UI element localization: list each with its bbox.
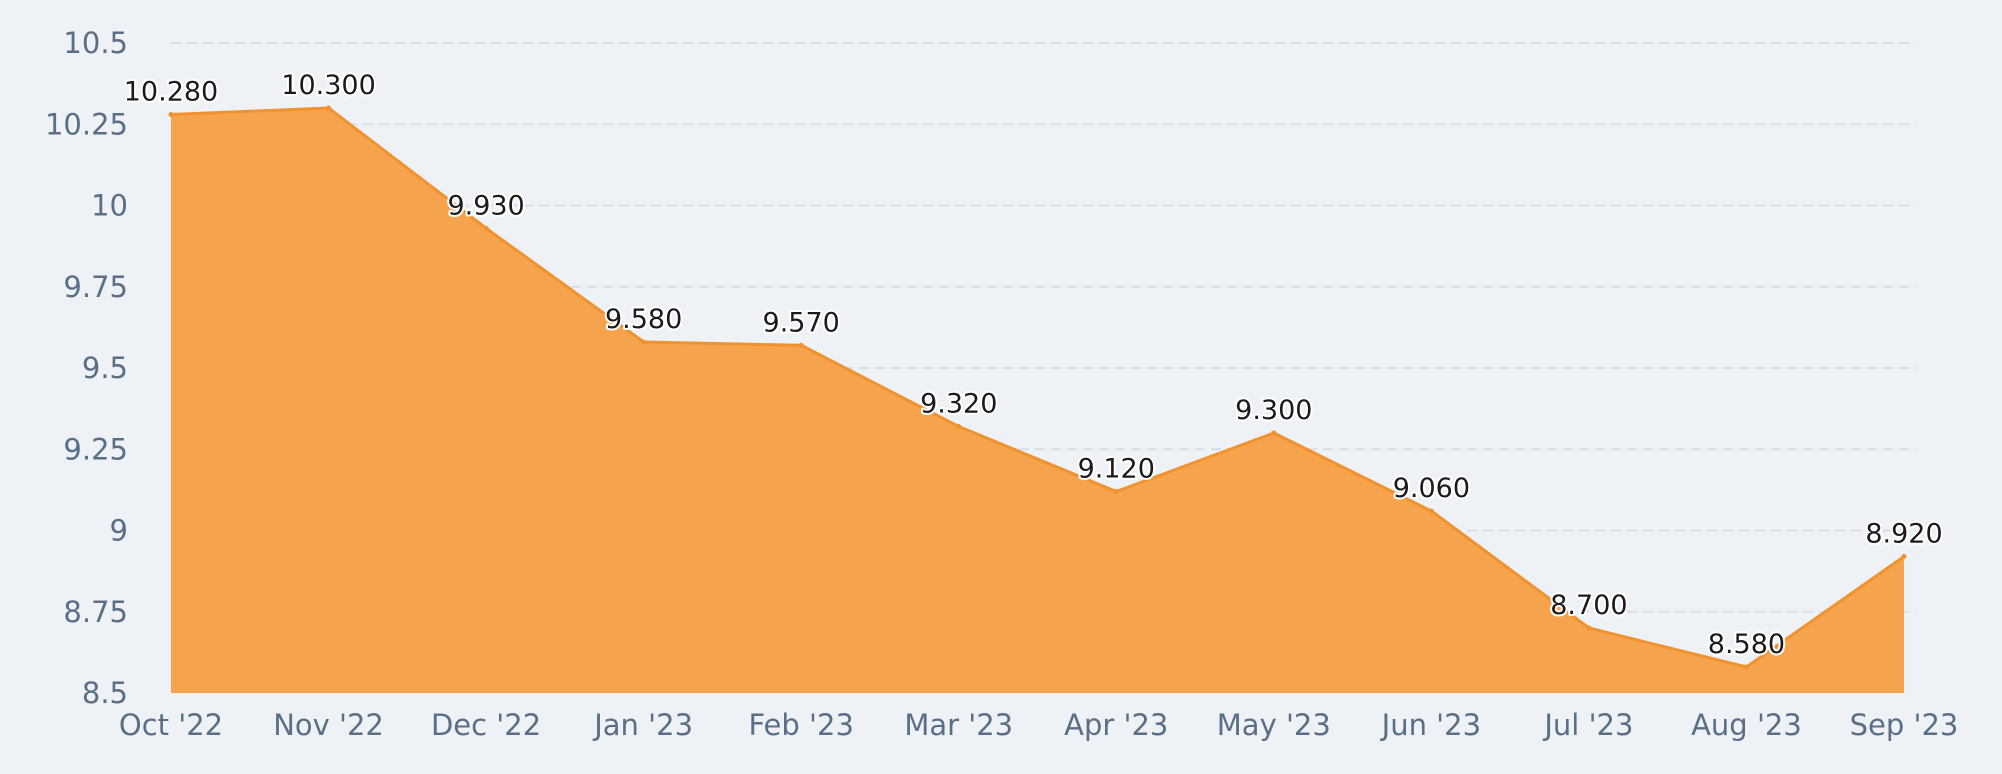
data-label: 8.920: [1865, 519, 1942, 550]
data-point[interactable]: [956, 424, 962, 429]
area-series: [168, 105, 1907, 693]
y-tick-label: 9.25: [63, 432, 128, 466]
y-tick-label: 10: [91, 189, 128, 223]
x-tick-label: Dec '22: [431, 708, 541, 742]
data-point[interactable]: [1271, 430, 1277, 436]
x-axis: Oct '22 Nov '22 Dec '22 Jan '23 Feb '23 Mar '…: [119, 708, 1958, 742]
y-tick-label: 10.5: [63, 26, 128, 60]
x-tick-label: Sep '23: [1850, 708, 1959, 742]
x-tick-label: Aug '23: [1691, 708, 1802, 742]
y-tick-label: 9: [110, 514, 128, 548]
y-tick-label: 9.75: [63, 270, 128, 304]
x-tick-label: Nov '22: [273, 708, 384, 742]
data-label: 8.700: [1550, 590, 1627, 621]
y-tick-label: 8.75: [63, 595, 128, 629]
x-tick-label: Jan '23: [592, 708, 693, 742]
data-point[interactable]: [483, 225, 489, 231]
x-tick-label: Jul '23: [1542, 708, 1633, 742]
y-tick-label: 9.5: [82, 351, 128, 385]
data-label: 9.300: [1235, 395, 1312, 426]
data-label: 9.930: [447, 190, 524, 221]
data-point[interactable]: [168, 112, 174, 117]
data-label: 9.120: [1078, 454, 1155, 485]
x-tick-label: Feb '23: [748, 708, 853, 742]
data-point[interactable]: [1428, 508, 1434, 514]
data-label: 10.280: [124, 77, 218, 108]
data-point[interactable]: [798, 342, 804, 348]
x-tick-label: Jun '23: [1380, 708, 1481, 742]
series-line: [170, 106, 1905, 669]
data-label: 10.300: [281, 70, 375, 101]
data-label: 9.320: [920, 389, 997, 420]
data-point[interactable]: [1743, 664, 1749, 670]
x-tick-label: Mar '23: [904, 708, 1013, 742]
data-point[interactable]: [1901, 554, 1907, 559]
data-point[interactable]: [326, 105, 332, 111]
data-label: 9.580: [605, 304, 682, 335]
data-label: 9.570: [763, 307, 840, 338]
y-tick-label: 10.25: [45, 107, 128, 141]
data-point[interactable]: [641, 339, 647, 345]
data-point[interactable]: [1586, 625, 1592, 631]
area-fill: [171, 108, 1904, 693]
data-label: 9.060: [1393, 473, 1470, 504]
data-label: 8.580: [1708, 629, 1785, 660]
data-labels: 10.280 10.300 9.930 9.580 9.570 9.320 9.120 9.3…: [122, 68, 1945, 662]
x-tick-label: May '23: [1217, 708, 1331, 742]
x-tick-label: Oct '22: [119, 708, 223, 742]
data-point[interactable]: [1113, 489, 1119, 494]
x-tick-label: Apr '23: [1064, 708, 1168, 742]
y-tick-label: 8.5: [82, 676, 128, 710]
y-axis: 8.5 8.75 9 9.25 9.5 9.75 10 10.25 10.5: [45, 26, 128, 710]
